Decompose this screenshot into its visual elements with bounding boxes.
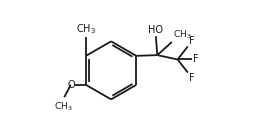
Text: HO: HO bbox=[148, 25, 163, 35]
Text: CH$_3$: CH$_3$ bbox=[54, 101, 73, 113]
Text: F: F bbox=[188, 36, 194, 46]
Text: F: F bbox=[193, 55, 198, 64]
Text: O: O bbox=[67, 80, 75, 90]
Text: CH$_3$: CH$_3$ bbox=[76, 22, 96, 36]
Text: F: F bbox=[188, 73, 194, 83]
Text: CH$_3$: CH$_3$ bbox=[173, 28, 191, 41]
